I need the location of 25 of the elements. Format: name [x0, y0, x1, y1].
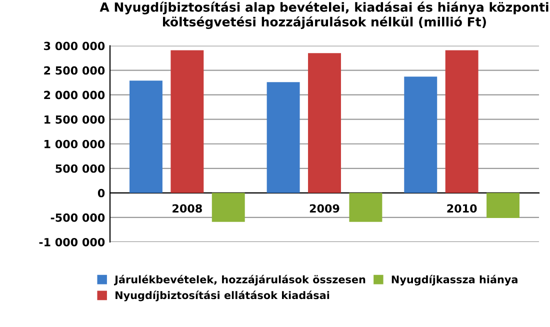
- bar: [308, 53, 341, 193]
- y-tick-label: 0: [98, 188, 105, 198]
- x-tick-label: 2008: [172, 204, 202, 213]
- bar: [212, 192, 245, 222]
- x-tick-label: 2010: [447, 204, 477, 213]
- chart-title: A Nyugdíjbiztosítási alap bevételei, kiadásai és hiánya központi költségvetési hozzájárulások nélkül (millió Ft): [100, 2, 548, 30]
- legend-label: Nyugdíjkassza hiánya: [392, 274, 518, 286]
- bar: [349, 192, 382, 222]
- y-tick-label: 3 000 000: [44, 42, 105, 50]
- y-tick-label: -500 000: [50, 213, 105, 222]
- bar: [170, 50, 204, 193]
- x-tick-label: 2009: [310, 204, 340, 213]
- y-tick-label: 500 000: [56, 164, 105, 173]
- bar: [404, 76, 438, 193]
- y-tick-label: 1 000 000: [44, 140, 105, 148]
- legend-label: Járulékbevételek, hozzájárulások összesen: [114, 274, 366, 286]
- legend-label: Nyugdíjbiztosítási ellátások kiadásai: [116, 290, 330, 302]
- y-tick-label: 2 500 000: [44, 66, 105, 75]
- bar: [486, 192, 520, 218]
- bar: [266, 82, 300, 193]
- y-tick-label: -1 000 000: [39, 238, 105, 246]
- y-tick-label: 1 500 000: [44, 115, 105, 124]
- y-tick-label: 2 000 000: [44, 90, 105, 100]
- bar: [130, 80, 162, 193]
- bar: [445, 50, 478, 193]
